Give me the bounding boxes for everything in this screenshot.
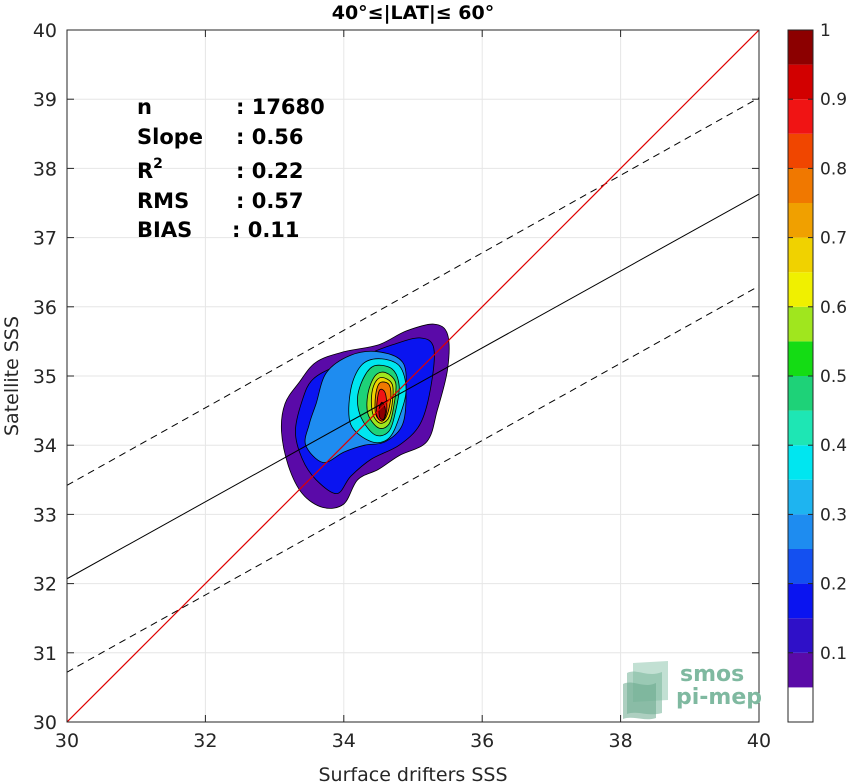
colorbar-tick-label: 0.3 (820, 505, 847, 525)
upper-bound-line (67, 97, 759, 486)
stat-label: R2 (137, 156, 163, 183)
colorbar-band (788, 64, 813, 100)
y-axis-ticks: 30 31 32 33 34 35 36 37 38 39 40 (33, 20, 759, 734)
regression-lines (67, 30, 759, 722)
stat-value: : 0.11 (232, 218, 300, 242)
y-tick-label: 37 (33, 228, 57, 250)
colorbar-band (788, 687, 813, 722)
colorbar-band (788, 376, 813, 411)
colorbar-band (788, 203, 813, 238)
colorbar-tick-label: 0.9 (820, 90, 847, 110)
wave-logo-icon (623, 661, 668, 720)
colorbar-band (788, 133, 813, 169)
stat-label: n (137, 95, 152, 119)
colorbar-band (788, 306, 813, 342)
colorbar-band (788, 618, 813, 653)
colorbar-tick-label: 0.8 (820, 159, 847, 179)
colorbar-band (788, 479, 813, 515)
colorbar (788, 30, 813, 722)
colorbar-band (788, 272, 813, 307)
x-tick-label: 34 (332, 730, 356, 752)
colorbar-tick-label: 1 (820, 21, 831, 41)
colorbar-band (788, 168, 813, 203)
identity-line (67, 30, 759, 722)
colorbar-band (788, 652, 813, 688)
colorbar-tick-label: 0.4 (820, 436, 847, 456)
y-tick-label: 30 (33, 712, 57, 734)
contour-fill (280, 323, 450, 509)
colorbar-band (788, 99, 813, 134)
x-tick-label: 36 (470, 730, 494, 752)
y-tick-label: 39 (33, 89, 57, 111)
colorbar-band (788, 410, 813, 446)
colorbar-ticks: 0.1 0.2 0.3 0.4 0.5 0.6 0.7 0.8 0.9 1 (788, 21, 847, 664)
x-tick-label: 38 (609, 730, 633, 752)
y-tick-label: 34 (33, 435, 57, 457)
logo-text-smos: smos (680, 662, 744, 687)
y-axis-label: Satellite SSS (1, 316, 23, 436)
lower-bound-line (67, 285, 759, 673)
stat-value: : 17680 (236, 95, 325, 119)
fit-line (67, 193, 759, 580)
stat-value: : 0.57 (236, 189, 304, 213)
colorbar-band (788, 445, 813, 480)
chart-title: 40°≤|LAT|≤ 60° (332, 2, 495, 24)
x-tick-label: 32 (193, 730, 217, 752)
stat-label: Slope (137, 125, 203, 149)
stat-value: : 0.56 (236, 125, 304, 149)
colorbar-band (788, 30, 813, 65)
x-axis-label: Surface drifters SSS (319, 764, 508, 784)
colorbar-tick-label: 0.5 (820, 367, 847, 387)
y-tick-label: 38 (33, 158, 57, 180)
y-tick-label: 33 (33, 504, 57, 526)
y-tick-label: 31 (33, 643, 57, 665)
y-tick-label: 35 (33, 366, 57, 388)
x-axis-ticks: 30 32 34 36 38 40 (55, 30, 771, 752)
stats-box: n : 17680 Slope : 0.56 R2 : 0.22 RMS : 0.57 BIAS… (137, 95, 325, 242)
y-tick-label: 36 (33, 297, 57, 319)
colorbar-band (788, 341, 813, 376)
logo-text-pimep: pi-mep (676, 685, 762, 710)
colorbar-band (788, 237, 813, 273)
stat-label: BIAS (137, 218, 192, 242)
x-tick-label: 40 (747, 730, 771, 752)
y-tick-label: 32 (33, 574, 57, 596)
colorbar-tick-label: 0.7 (820, 229, 847, 249)
colorbar-tick-label: 0.2 (820, 575, 847, 595)
stat-value: : 0.22 (236, 159, 304, 183)
colorbar-tick-label: 0.6 (820, 298, 847, 318)
colorbar-band (788, 514, 813, 549)
smos-pimep-logo: smos pi-mep (623, 661, 762, 720)
colorbar-band (788, 549, 813, 584)
y-tick-label: 40 (33, 20, 57, 42)
colorbar-tick-label: 0.1 (820, 644, 847, 664)
stat-label: RMS (137, 189, 189, 213)
x-tick-label: 30 (55, 730, 79, 752)
colorbar-band (788, 583, 813, 619)
